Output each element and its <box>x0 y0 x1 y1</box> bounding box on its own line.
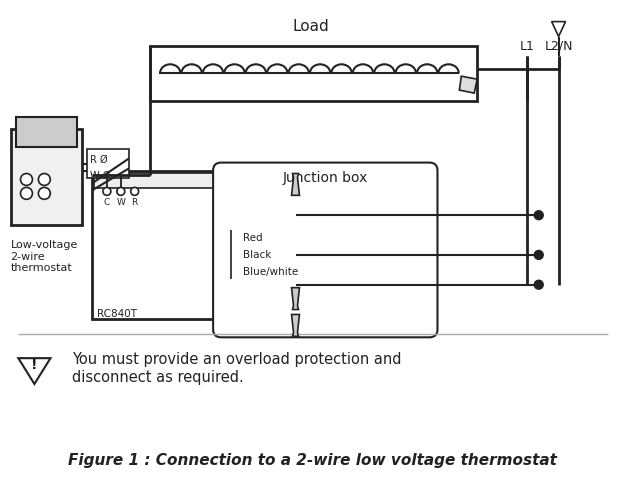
Text: W: W <box>116 198 125 207</box>
Text: Load: Load <box>292 19 329 34</box>
Polygon shape <box>552 21 566 37</box>
Text: L2/N: L2/N <box>544 40 573 53</box>
Circle shape <box>534 211 543 220</box>
FancyBboxPatch shape <box>11 129 82 225</box>
Polygon shape <box>291 315 299 337</box>
Text: You must provide an overload protection and
disconnect as required.: You must provide an overload protection … <box>72 352 402 385</box>
FancyBboxPatch shape <box>213 163 438 337</box>
Text: RC840T: RC840T <box>97 309 137 319</box>
Circle shape <box>103 187 111 195</box>
Text: C: C <box>104 198 110 207</box>
Polygon shape <box>291 173 299 195</box>
Polygon shape <box>291 288 299 310</box>
Text: Blue/white: Blue/white <box>243 267 298 277</box>
Text: L1: L1 <box>519 40 534 53</box>
Polygon shape <box>18 358 51 384</box>
Text: R: R <box>131 198 138 207</box>
Text: Low-voltage
2-wire
thermostat: Low-voltage 2-wire thermostat <box>11 240 78 273</box>
Text: Black: Black <box>243 250 271 260</box>
Polygon shape <box>459 76 478 93</box>
Circle shape <box>21 173 32 186</box>
Text: Figure 1 : Connection to a 2-wire low voltage thermostat: Figure 1 : Connection to a 2-wire low vo… <box>68 453 557 468</box>
Text: R Ø
W Ø: R Ø W Ø <box>90 155 111 181</box>
Circle shape <box>38 173 50 186</box>
Circle shape <box>534 250 543 260</box>
Circle shape <box>21 187 32 199</box>
Text: Red: Red <box>243 233 262 243</box>
FancyBboxPatch shape <box>87 149 129 178</box>
Circle shape <box>38 187 50 199</box>
Circle shape <box>131 187 139 195</box>
Text: Junction box: Junction box <box>282 171 368 186</box>
Circle shape <box>117 187 125 195</box>
Text: !: ! <box>31 358 38 372</box>
FancyBboxPatch shape <box>16 117 77 147</box>
Circle shape <box>534 280 543 289</box>
FancyBboxPatch shape <box>94 172 214 188</box>
